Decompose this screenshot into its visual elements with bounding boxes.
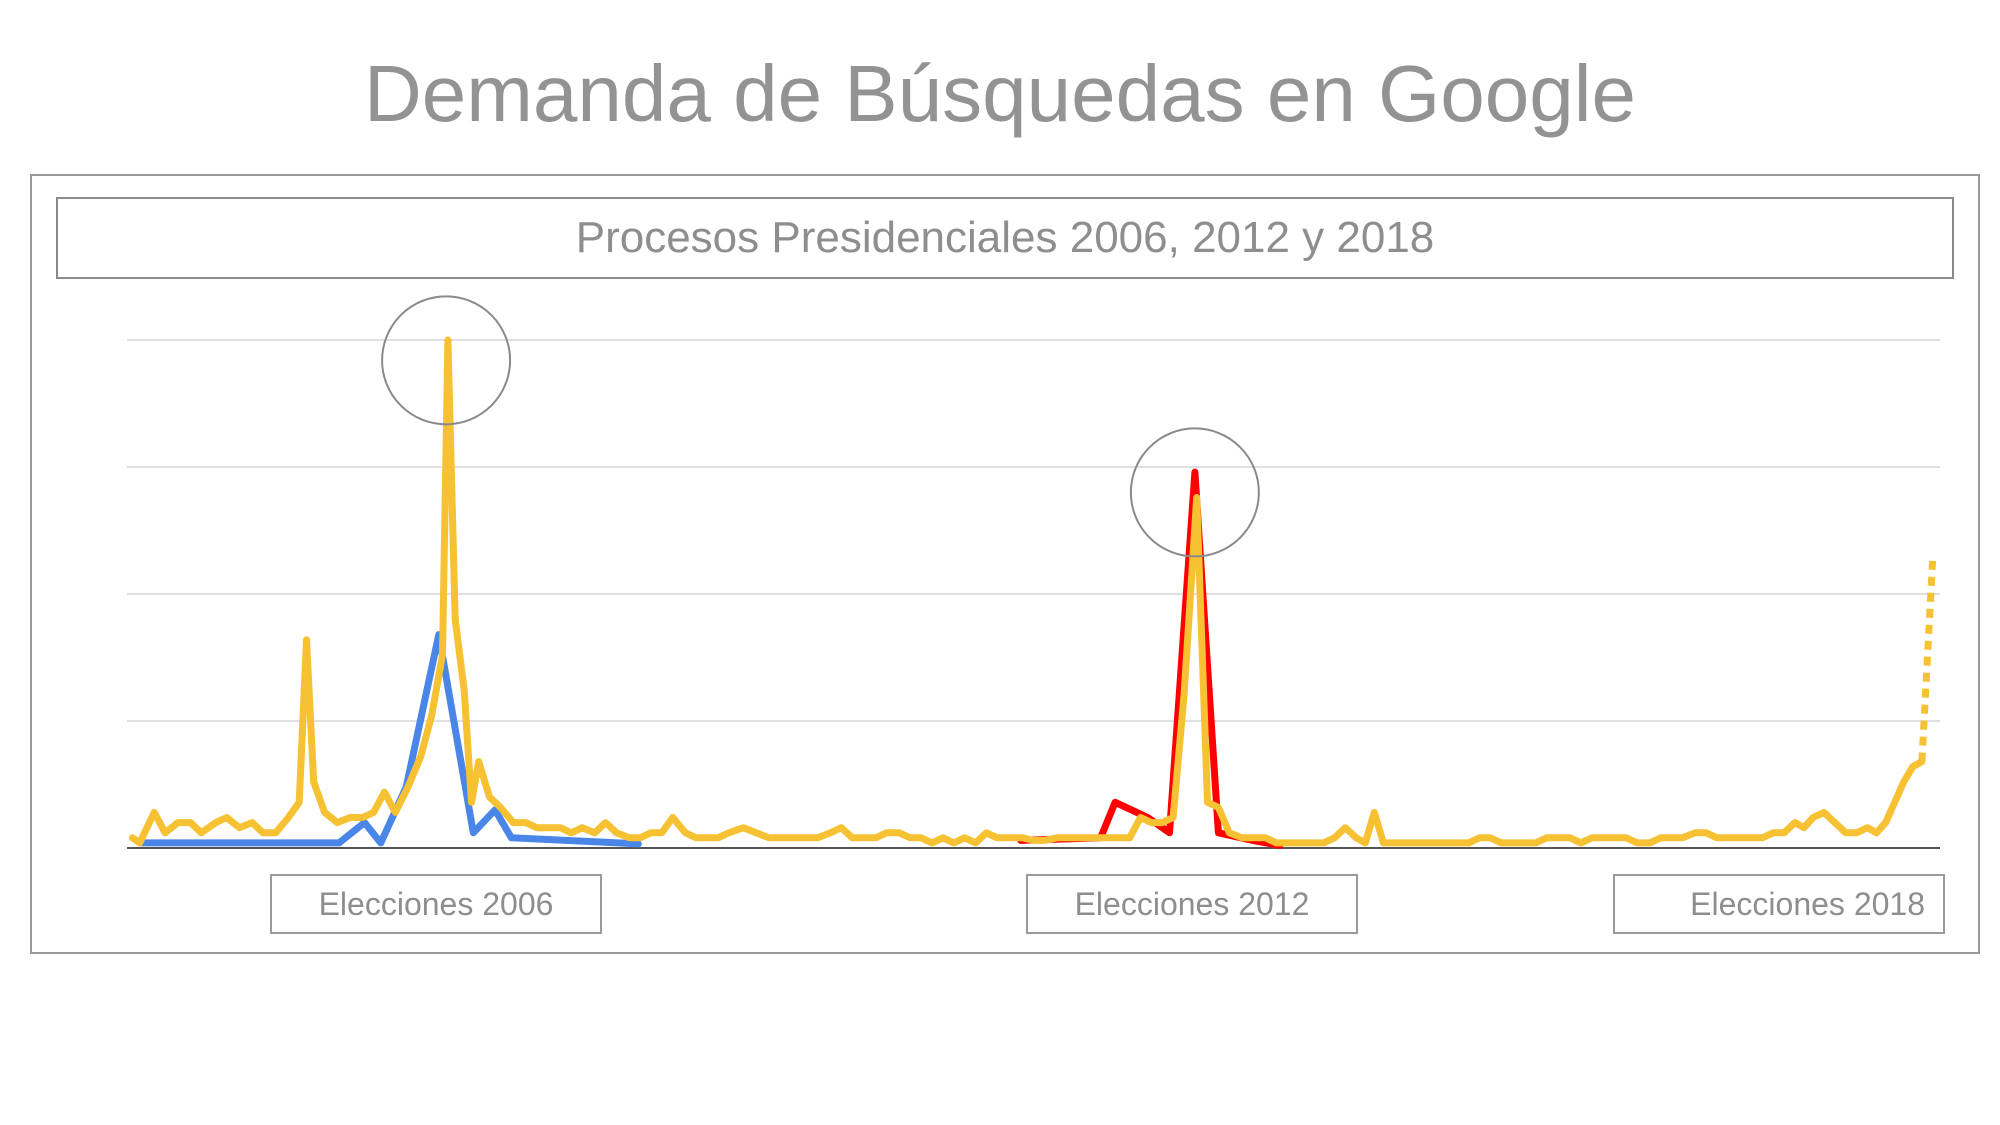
series-line-1 — [138, 631, 642, 848]
page-title: Demanda de Búsquedas en Google — [363, 49, 1637, 138]
highlight-circle-2 — [1129, 427, 1260, 558]
series-line-3 — [128, 336, 1926, 847]
series-lines — [128, 336, 1937, 849]
chart-title: Procesos Presidenciales 2006, 2012 y 201… — [56, 197, 1954, 279]
period-label-2018: Elecciones 2018 — [1613, 874, 1945, 934]
period-label-2006: Elecciones 2006 — [270, 874, 602, 934]
chart-frame — [30, 174, 1980, 954]
period-label-2012: Elecciones 2012 — [1026, 874, 1358, 934]
highlight-circle-1 — [381, 295, 512, 426]
gridlines — [127, 339, 1940, 849]
series-line-4 — [1918, 558, 1937, 762]
highlight-circles — [381, 295, 1260, 558]
series-line-2 — [1017, 468, 1284, 849]
